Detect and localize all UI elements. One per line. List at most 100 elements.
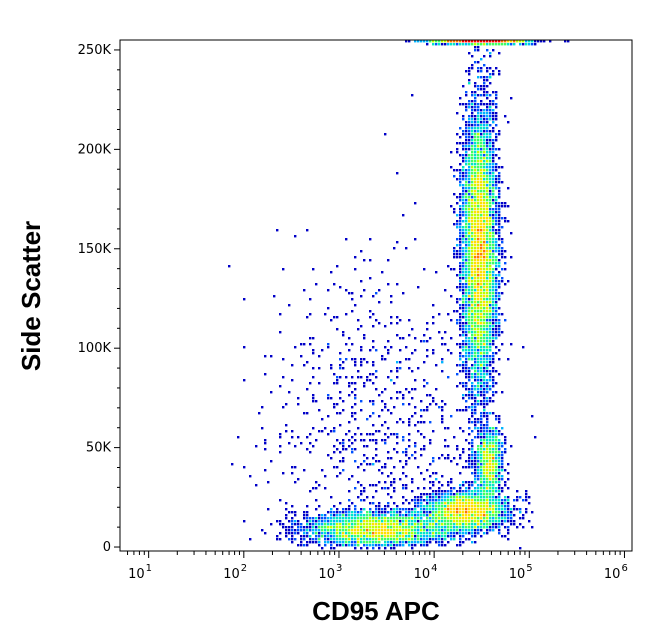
event-dot	[492, 115, 495, 118]
event-dot	[495, 232, 498, 235]
event-dot	[480, 220, 483, 223]
event-dot	[378, 289, 381, 292]
event-dot	[429, 508, 432, 511]
event-dot	[459, 427, 462, 430]
event-dot	[477, 193, 480, 196]
event-dot	[357, 526, 360, 529]
event-dot	[531, 43, 534, 46]
event-dot	[480, 334, 483, 337]
event-dot	[321, 526, 324, 529]
event-dot	[450, 535, 453, 538]
event-dot	[357, 517, 360, 520]
event-dot	[360, 250, 363, 253]
event-dot	[429, 403, 432, 406]
event-dot	[474, 127, 477, 130]
event-dot	[465, 511, 468, 514]
event-dot	[369, 514, 372, 517]
event-dot	[465, 340, 468, 343]
event-dot	[507, 517, 510, 520]
event-dot	[459, 409, 462, 412]
event-dot	[474, 349, 477, 352]
x-tick-label: 10	[128, 567, 145, 582]
event-dot	[354, 520, 357, 523]
event-dot	[492, 520, 495, 523]
event-dot	[342, 514, 345, 517]
event-dot	[378, 529, 381, 532]
event-dot	[375, 349, 378, 352]
event-dot	[462, 115, 465, 118]
event-dot	[489, 337, 492, 340]
event-dot	[480, 100, 483, 103]
event-dot	[483, 475, 486, 478]
event-dot	[318, 430, 321, 433]
event-dot	[300, 541, 303, 544]
event-dot	[429, 475, 432, 478]
event-dot	[303, 514, 306, 517]
event-dot	[417, 421, 420, 424]
event-dot	[495, 520, 498, 523]
event-dot	[321, 517, 324, 520]
event-dot	[495, 346, 498, 349]
event-dot	[411, 397, 414, 400]
event-dot	[432, 460, 435, 463]
event-dot	[429, 493, 432, 496]
event-dot	[402, 466, 405, 469]
event-dot	[351, 541, 354, 544]
event-dot	[348, 478, 351, 481]
event-dot	[405, 487, 408, 490]
event-dot	[327, 532, 330, 535]
event-dot	[489, 250, 492, 253]
event-dot	[351, 517, 354, 520]
event-dot	[474, 343, 477, 346]
event-dot	[462, 367, 465, 370]
event-dot	[441, 421, 444, 424]
event-dot	[354, 364, 357, 367]
event-dot	[486, 181, 489, 184]
event-dot	[483, 202, 486, 205]
event-dot	[492, 190, 495, 193]
event-dot	[489, 277, 492, 280]
event-dot	[351, 520, 354, 523]
event-dot	[357, 466, 360, 469]
event-dot	[495, 106, 498, 109]
event-dot	[228, 265, 231, 268]
event-dot	[333, 382, 336, 385]
event-dot	[483, 82, 486, 85]
event-dot	[477, 502, 480, 505]
event-dot	[411, 481, 414, 484]
event-dot	[525, 493, 528, 496]
event-dot	[489, 478, 492, 481]
event-dot	[486, 253, 489, 256]
event-dot	[486, 256, 489, 259]
event-dot	[432, 490, 435, 493]
event-dot	[477, 514, 480, 517]
event-dot	[495, 301, 498, 304]
event-dot	[492, 322, 495, 325]
event-dot	[474, 496, 477, 499]
event-dot	[447, 484, 450, 487]
event-dot	[357, 370, 360, 373]
event-dot	[375, 430, 378, 433]
event-dot	[474, 397, 477, 400]
event-dot	[498, 460, 501, 463]
event-dot	[393, 487, 396, 490]
event-dot	[477, 367, 480, 370]
event-dot	[348, 430, 351, 433]
event-dot	[495, 334, 498, 337]
event-dot	[450, 517, 453, 520]
event-dot	[465, 256, 468, 259]
event-dot	[396, 367, 399, 370]
event-dot	[378, 508, 381, 511]
event-dot	[315, 439, 318, 442]
event-dot	[363, 514, 366, 517]
event-dot	[447, 520, 450, 523]
event-dot	[462, 145, 465, 148]
event-dot	[459, 229, 462, 232]
event-dot	[360, 499, 363, 502]
event-dot	[285, 430, 288, 433]
event-dot	[492, 175, 495, 178]
event-dot	[483, 373, 486, 376]
event-dot	[489, 304, 492, 307]
event-dot	[330, 544, 333, 547]
event-dot	[492, 508, 495, 511]
